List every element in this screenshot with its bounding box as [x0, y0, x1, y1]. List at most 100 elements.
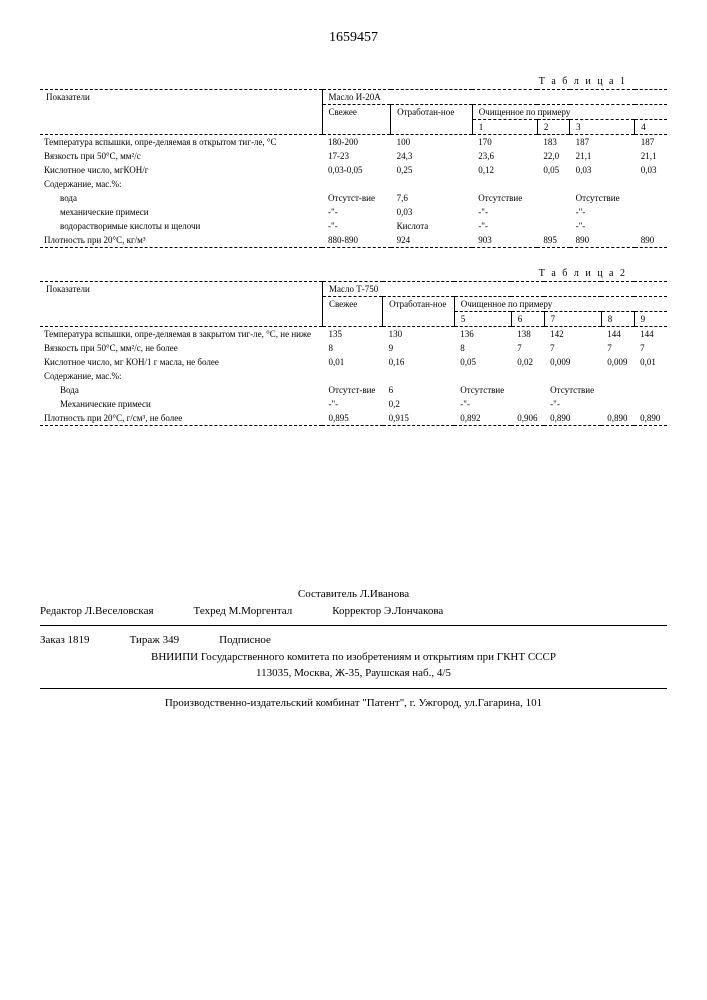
cell: [635, 177, 667, 191]
row-label: Температура вспышки, опре-деляемая в зак…: [40, 327, 322, 342]
cell: [570, 177, 635, 191]
row-label: механические примеси: [40, 205, 322, 219]
cell: 7,6: [391, 191, 473, 205]
table-1-container: Т а б л и ц а 1 Показатели Масло И-20А С…: [40, 76, 667, 248]
document-number: 1659457: [40, 30, 667, 46]
cell: -"-: [322, 205, 391, 219]
cell: 0,892: [454, 411, 511, 426]
col-indicator: Показатели: [40, 282, 322, 327]
table-2-container: Т а б л и ц а 2 Показатели Масло Т-750 С…: [40, 268, 667, 426]
cell: 0,890: [601, 411, 634, 426]
row-label: Вода: [40, 383, 322, 397]
cell: [537, 191, 569, 205]
col-cleaned: Очищенное по примеру: [454, 297, 667, 312]
cell: [537, 177, 569, 191]
footer-techred: Техред М.Моргентал: [194, 603, 293, 620]
cell: 0,009: [601, 355, 634, 369]
cell: 0,03: [391, 205, 473, 219]
cell: [634, 383, 667, 397]
cell: 17-23: [322, 149, 391, 163]
cell: -"-: [544, 397, 601, 411]
cell: 0,895: [322, 411, 382, 426]
cell: 880-890: [322, 233, 391, 248]
cell: 24,3: [391, 149, 473, 163]
cell: 142: [544, 327, 601, 342]
col-used: Отработан-ное: [391, 105, 473, 135]
cell: [601, 383, 634, 397]
table-1: Показатели Масло И-20А Свежее Отработан-…: [40, 89, 667, 248]
footer-addr: 113035, Москва, Ж-35, Раушская наб., 4/5: [40, 665, 667, 682]
cell: [601, 397, 634, 411]
cell: 0,009: [544, 355, 601, 369]
row-label: Вязкость при 50°С, мм²/с: [40, 149, 322, 163]
cell: -"-: [570, 205, 635, 219]
cell: Отсутствие: [544, 383, 601, 397]
cell: Отсутствие: [570, 191, 635, 205]
cell: 7: [601, 341, 634, 355]
cell: 144: [634, 327, 667, 342]
cell: 7: [634, 341, 667, 355]
cell: Отсутст-вие: [322, 191, 391, 205]
cell: [322, 177, 391, 191]
cell: 903: [472, 233, 537, 248]
footer-order: Заказ 1819: [40, 632, 90, 649]
col-1: 1: [472, 120, 537, 135]
col-fresh: Свежее: [322, 105, 391, 135]
cell: 0,25: [391, 163, 473, 177]
cell: [454, 369, 511, 383]
cell: [635, 191, 667, 205]
cell: 0,05: [454, 355, 511, 369]
cell: Отсутствие: [472, 191, 537, 205]
col-3: 3: [570, 120, 635, 135]
col-fresh: Свежее: [322, 297, 382, 327]
cell: [511, 369, 544, 383]
cell: 0,890: [544, 411, 601, 426]
cell: [511, 397, 544, 411]
cell: 183: [537, 135, 569, 150]
cell: 6: [383, 383, 455, 397]
col-7: 7: [544, 312, 601, 327]
cell: 0,890: [634, 411, 667, 426]
col-indicator: Показатели: [40, 90, 322, 135]
cell: 9: [383, 341, 455, 355]
cell: 136: [454, 327, 511, 342]
footer-corrector: Корректор Э.Лончакова: [332, 603, 443, 620]
cell: 7: [511, 341, 544, 355]
cell: 0,16: [383, 355, 455, 369]
row-label: Содержание, мас.%:: [40, 369, 322, 383]
row-label: Плотность при 20°С, кг/м³: [40, 233, 322, 248]
cell: 135: [322, 327, 382, 342]
row-label: Кислотное число, мг КОН/1 г масла, не бо…: [40, 355, 322, 369]
cell: -"-: [570, 219, 635, 233]
cell: Отсутст-вие: [322, 383, 382, 397]
col-cleaned: Очищенное по примеру: [472, 105, 667, 120]
row-label: вода: [40, 191, 322, 205]
cell: [383, 369, 455, 383]
table-2: Показатели Масло Т-750 Свежее Отработан-…: [40, 281, 667, 426]
cell: -"-: [472, 205, 537, 219]
row-label: Кислотное число, мгКОН/г: [40, 163, 322, 177]
cell: 21,1: [570, 149, 635, 163]
col-6: 6: [511, 312, 544, 327]
col-used: Отработан-ное: [383, 297, 455, 327]
col-8: 8: [601, 312, 634, 327]
cell: [391, 177, 473, 191]
cell: 187: [635, 135, 667, 150]
table-2-label: Т а б л и ц а 2: [40, 268, 667, 279]
cell: [322, 369, 382, 383]
row-label: Содержание, мас.%:: [40, 177, 322, 191]
cell: [511, 383, 544, 397]
cell: -"-: [454, 397, 511, 411]
cell: 170: [472, 135, 537, 150]
cell: [601, 369, 634, 383]
cell: 23,6: [472, 149, 537, 163]
row-label: Температура вспышки, опре-деляемая в отк…: [40, 135, 322, 150]
footer: Составитель Л.Иванова Редактор Л.Веселов…: [40, 586, 667, 711]
cell: 21,1: [635, 149, 667, 163]
footer-org: ВНИИПИ Государственного комитета по изоб…: [40, 649, 667, 666]
row-label: Плотность при 20°С, г/см³, не более: [40, 411, 322, 426]
cell: 0,01: [322, 355, 382, 369]
col-9: 9: [634, 312, 667, 327]
row-label: Механические примеси: [40, 397, 322, 411]
col-group: Масло И-20А: [322, 90, 667, 105]
